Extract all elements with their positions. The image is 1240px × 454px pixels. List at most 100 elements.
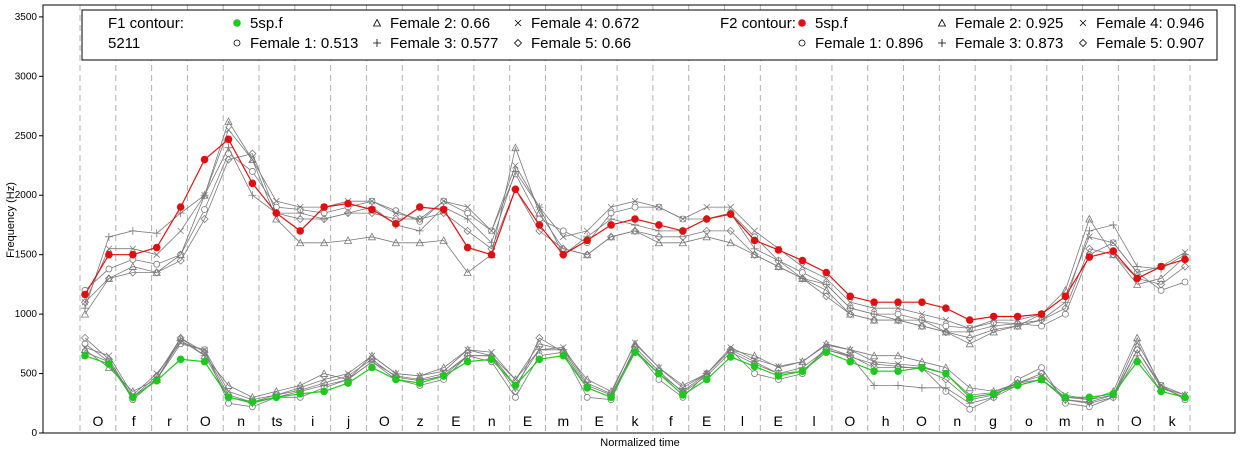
data-point (320, 214, 329, 224)
data-point (1085, 214, 1094, 223)
legend-marker (514, 19, 522, 27)
data-point (870, 298, 878, 307)
data-point (726, 238, 735, 247)
data-point (631, 348, 639, 356)
data-point (1109, 239, 1117, 247)
data-point (655, 203, 663, 211)
data-point (798, 256, 807, 265)
data-point (415, 238, 424, 247)
data-point (823, 341, 830, 349)
data-point (846, 357, 855, 366)
segment-label: E (702, 413, 711, 429)
segment-label: E (774, 413, 783, 429)
data-point (248, 155, 257, 163)
data-point (607, 221, 615, 229)
segment-label: ts (271, 413, 282, 429)
data-point (702, 215, 711, 223)
data-point (918, 298, 926, 307)
data-point (893, 351, 903, 360)
data-point (631, 197, 639, 205)
data-point (702, 375, 711, 384)
data-point (654, 232, 663, 241)
legend-f2-title: F2 contour: (720, 15, 796, 32)
legend-marker (937, 18, 947, 27)
y-axis-label: Frequency (Hz) (5, 182, 17, 258)
data-point (869, 351, 879, 360)
data-point (655, 369, 663, 378)
data-point (367, 355, 377, 364)
data-point (583, 236, 591, 245)
legend-f1-id: 5211 (108, 35, 140, 52)
data-point (273, 197, 280, 205)
y-axis: 0 500 1000 1500 2000 2500 3000 3500 (15, 12, 43, 439)
data-point (296, 214, 305, 224)
data-point (439, 205, 448, 214)
x-axis-label: Normalized time (600, 437, 679, 449)
segment-label: O (200, 413, 211, 429)
data-point (80, 309, 90, 318)
data-point (727, 344, 734, 351)
data-point (1061, 393, 1070, 402)
legend-marker (373, 39, 381, 47)
data-point (80, 333, 90, 342)
data-point (893, 315, 903, 325)
data-point (559, 351, 568, 360)
data-point (559, 344, 567, 351)
data-point (1037, 310, 1046, 318)
data-point (1133, 274, 1141, 283)
segment-label: n (1097, 413, 1105, 429)
data-point (296, 389, 305, 398)
data-point (200, 357, 209, 366)
data-point (129, 393, 137, 402)
segment-label: n (237, 413, 245, 429)
series-layer (80, 117, 1190, 413)
data-point (105, 265, 113, 273)
data-point (918, 363, 926, 372)
data-point (726, 353, 735, 361)
data-point (1085, 393, 1094, 402)
data-point (846, 298, 854, 306)
legend: F1 contour: 5211 F2 contour: 5sp.f Female… (81, 9, 1218, 61)
legend-label: Female 3: 0.577 (390, 35, 498, 52)
data-point (966, 325, 974, 332)
data-point (918, 310, 926, 318)
data-point (368, 363, 376, 372)
data-point (941, 383, 950, 392)
data-point (248, 168, 256, 175)
data-point (727, 203, 734, 211)
data-point (319, 238, 329, 247)
data-point (1180, 262, 1190, 271)
series-line (84, 153, 1186, 339)
data-point (511, 185, 520, 194)
data-point (367, 232, 377, 241)
legend-marker (372, 18, 382, 27)
data-point (512, 162, 519, 169)
data-point (823, 275, 830, 282)
data-point (104, 274, 113, 283)
segment-label: k (632, 413, 640, 429)
data-point (965, 316, 974, 324)
data-point (870, 367, 878, 375)
data-point (941, 327, 950, 337)
data-point (152, 243, 161, 252)
data-point (655, 221, 663, 229)
data-point (176, 203, 185, 211)
data-point (894, 298, 902, 307)
data-point (607, 203, 615, 211)
data-point (989, 389, 998, 398)
segment-label: h (882, 413, 890, 429)
segment-label: m (558, 413, 570, 429)
data-point (392, 219, 400, 228)
data-point (176, 256, 185, 265)
legend-label: Female 4: 0.946 (1096, 15, 1204, 32)
y-tick-label: 2500 (15, 131, 38, 142)
data-point (152, 229, 161, 238)
data-point (798, 274, 807, 283)
data-point (511, 381, 520, 390)
data-point (129, 250, 137, 259)
data-point (439, 236, 448, 244)
data-point (535, 355, 544, 364)
legend-box (81, 9, 1218, 61)
segment-label: l (812, 413, 815, 429)
data-point (344, 379, 352, 387)
